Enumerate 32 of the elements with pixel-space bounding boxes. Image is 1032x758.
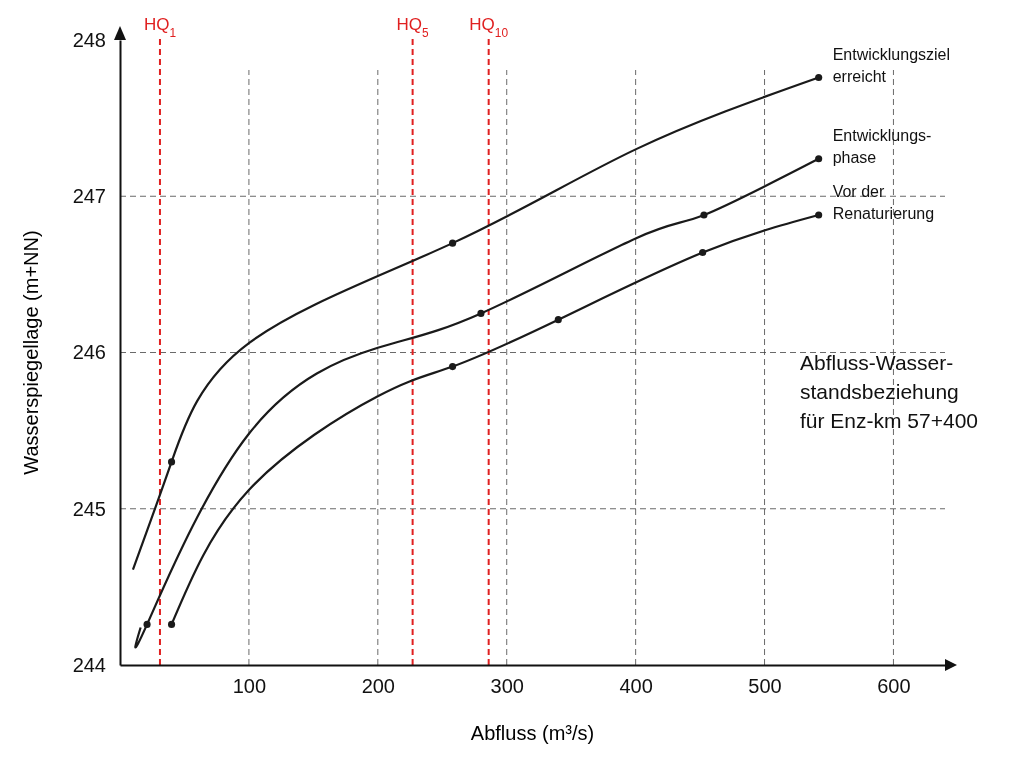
ref-line-label: HQ$_{1}$: [143, 15, 177, 40]
x-tick-label: 600: [877, 675, 911, 698]
point: [815, 155, 823, 163]
y-axis-title: Wasserspiegellage (m+NN): [20, 230, 42, 475]
y-tick-label: 245: [72, 497, 106, 520]
point: [815, 211, 823, 219]
x-tick-label: 200: [361, 675, 395, 698]
x-tick-label: 100: [232, 675, 267, 698]
x-tick-label: 400: [619, 675, 653, 698]
series-label: Entwicklungs- phase: [832, 126, 932, 166]
x-tick-label: 300: [490, 675, 524, 698]
point: [477, 309, 485, 317]
ref-line-label: HQ$_{10}$: [469, 15, 509, 40]
point: [167, 458, 176, 466]
y-tick-label: 248: [72, 28, 106, 51]
y-tick-label: 244: [72, 653, 106, 676]
point: [700, 211, 708, 219]
point: [449, 363, 457, 371]
series-label: Vor der Renaturierung: [832, 183, 935, 222]
point: [699, 248, 707, 257]
x-axis-title: Abfluss (m³/s): [470, 722, 595, 744]
x-tick-label: 500: [748, 675, 782, 698]
y-tick-label: 247: [72, 185, 106, 208]
y-tick-label: 246: [72, 341, 106, 364]
point: [143, 620, 151, 628]
series-label: Entwicklungsziel erreicht: [832, 45, 951, 85]
point: [815, 73, 823, 82]
point: [449, 239, 457, 247]
point: [167, 620, 176, 628]
annotation: Abfluss-Wasser- standsbeziehung für Enz-km 57+400: [800, 351, 979, 432]
point: [554, 316, 562, 324]
ref-line-label: HQ$_{5}$: [396, 15, 430, 40]
